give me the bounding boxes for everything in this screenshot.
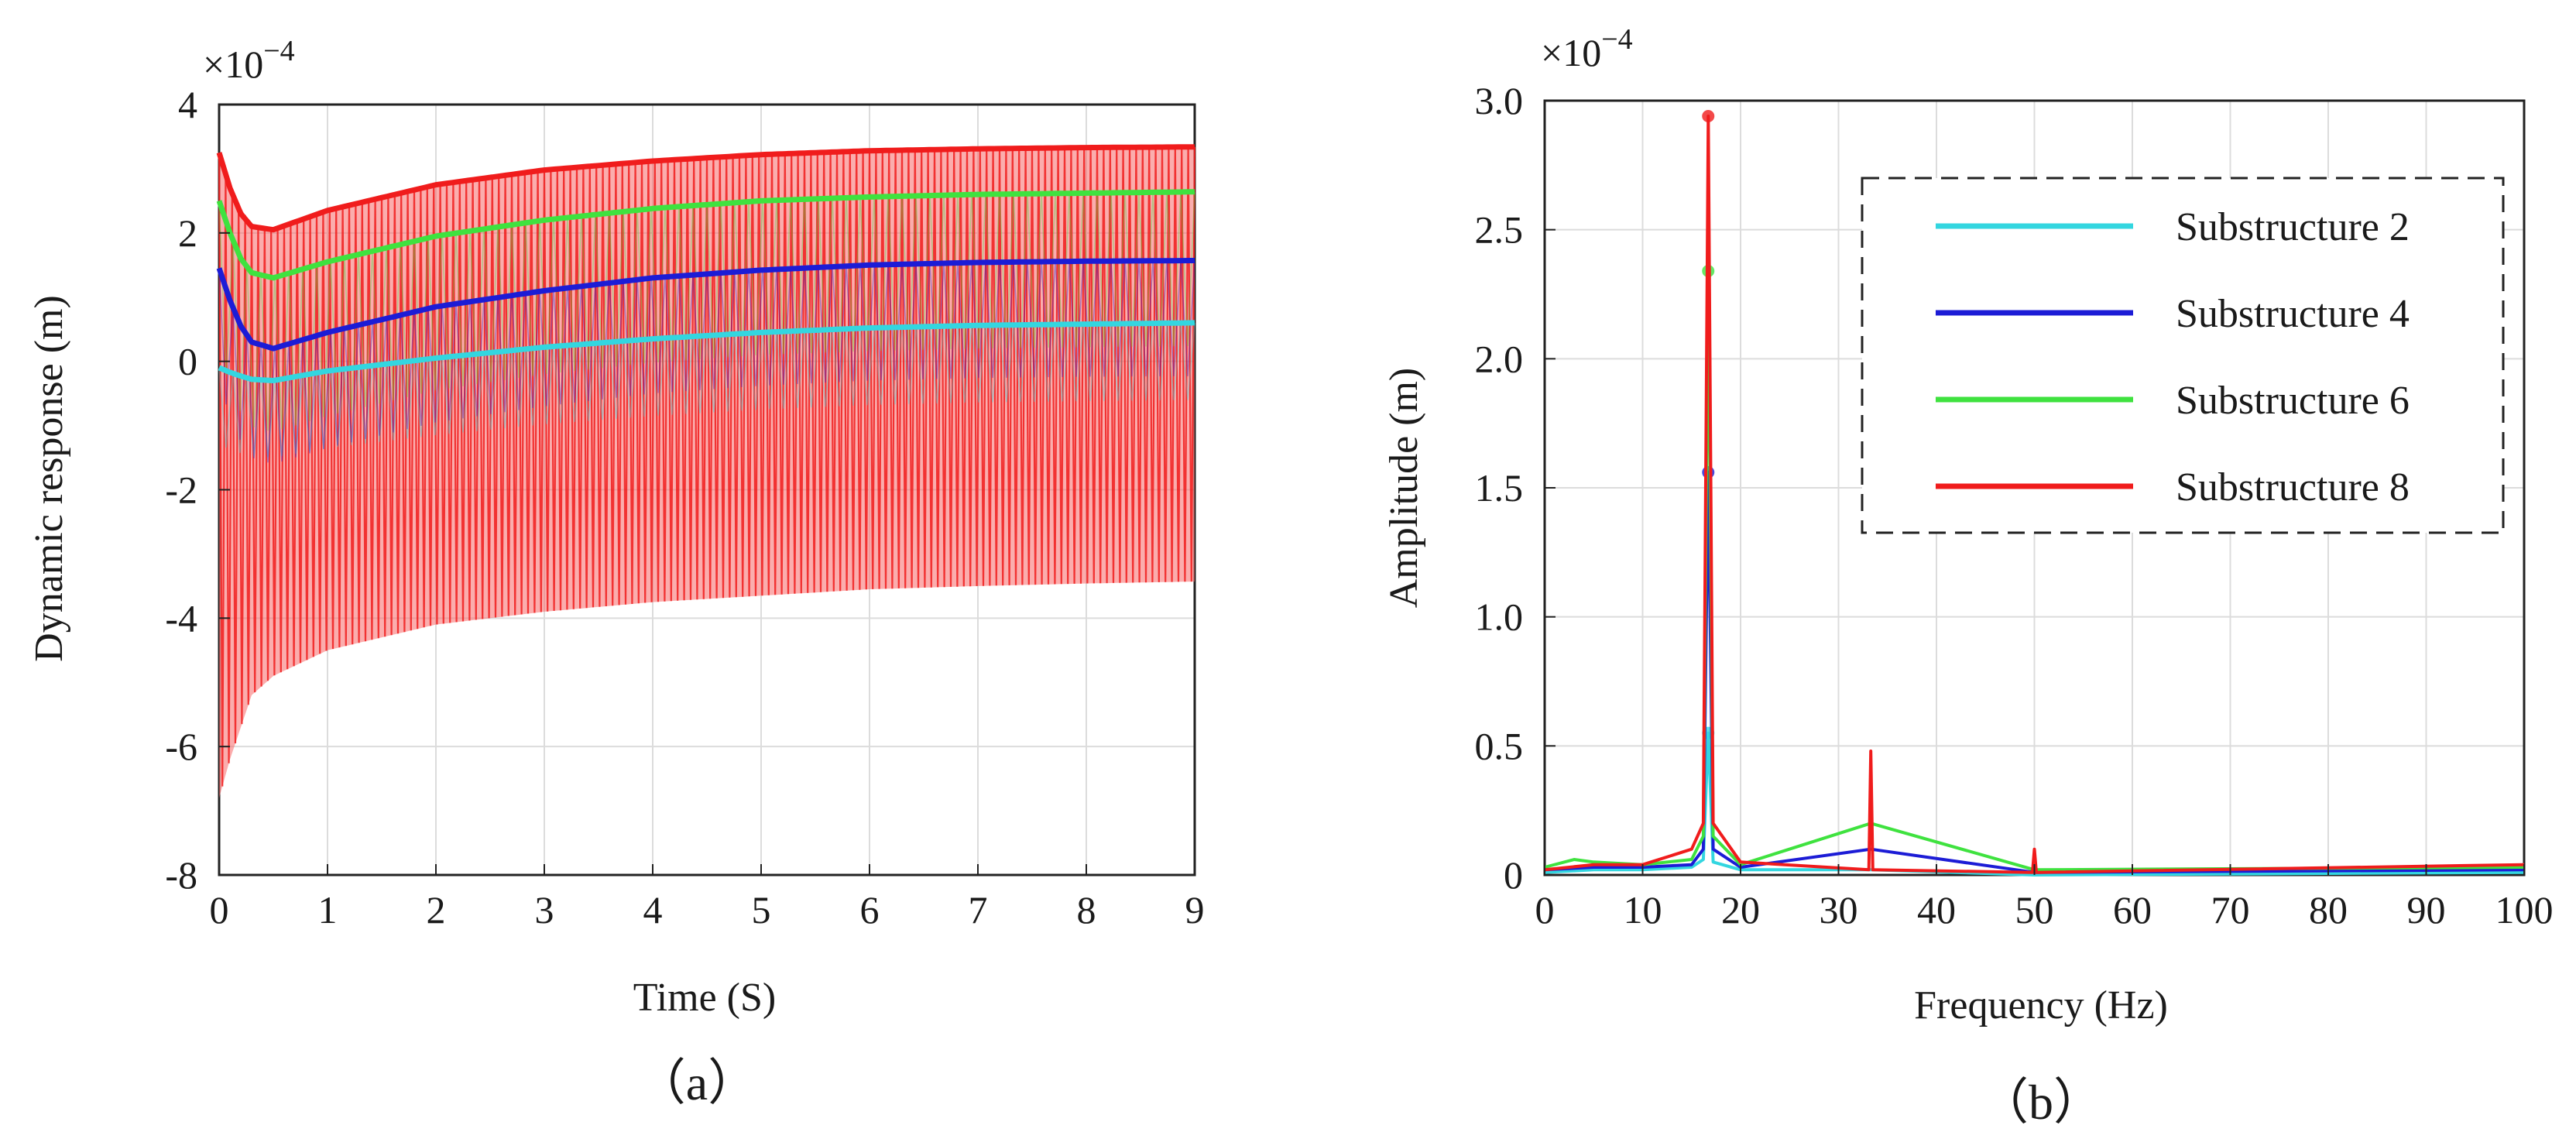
y-tick-label: 0 — [1504, 853, 1523, 897]
legend-label: Substructure 2 — [2176, 205, 2410, 249]
y-tick-label: 2.0 — [1475, 337, 1524, 380]
x-tick-label: 9 — [1185, 888, 1205, 931]
y-tick-label: 1.5 — [1475, 466, 1524, 509]
panel-b-caption: （b） — [1979, 1075, 2103, 1130]
y-tick-label: -8 — [165, 853, 197, 897]
panel-a-y-label: Dynamic response (m) — [27, 295, 71, 662]
x-tick-label: 100 — [2495, 888, 2554, 931]
peak-marker — [1702, 110, 1715, 122]
x-tick-label: 7 — [969, 888, 988, 931]
y-tick-label: 0 — [178, 340, 197, 383]
series-line-substructure-8 — [216, 144, 1195, 233]
y-tick-label: 3.0 — [1475, 79, 1524, 122]
x-tick-label: 40 — [1917, 888, 1956, 931]
y-tick-label: 4 — [178, 83, 197, 126]
x-tick-label: 3 — [535, 888, 554, 931]
x-tick-label: 0 — [210, 888, 229, 931]
x-tick-label: 80 — [2309, 888, 2348, 931]
panel-b-y-label: Amplitude (m) — [1382, 368, 1426, 609]
peak-marker — [1702, 466, 1715, 479]
legend-label: Substructure 8 — [2176, 465, 2410, 509]
panel-a-x-label: Time (S) — [633, 976, 776, 1020]
panel-a-ticks: 0 1 2 3 4 5 6 7 8 9 -8 -6 -4 -2 0 2 4 — [165, 83, 1204, 931]
series-line-substructure-2 — [218, 320, 1195, 383]
legend-label: Substructure 6 — [2176, 379, 2410, 423]
panel-a-series-lines — [216, 144, 1195, 383]
series-line-substructure-6 — [216, 189, 1195, 281]
panel-a-y-multiplier: ×10−4 — [203, 35, 295, 86]
x-tick-label: 50 — [2015, 888, 2054, 931]
panel-a-time-response-chart: 0 1 2 3 4 5 6 7 8 9 -8 -6 -4 -2 0 2 4 ×10−4 Time (S) Dyn… — [27, 35, 1205, 1110]
y-tick-label: -2 — [165, 468, 197, 512]
panel-b-ticks: 0 10 20 30 40 50 60 70 80 90 100 0 0.5 1.0 1.5 2.0 2.5 3.… — [1475, 79, 2554, 931]
x-tick-label: 10 — [1624, 888, 1662, 931]
series-line-substructure-4 — [216, 258, 1195, 352]
legend-items: Substructure 2 Substructure 4 Substructure… — [1936, 205, 2410, 509]
x-tick-label: 30 — [1820, 888, 1858, 931]
series-line-substructure-8 — [1544, 115, 2525, 874]
panel-b-x-label: Frequency (Hz) — [1914, 983, 2168, 1028]
x-tick-label: 90 — [2407, 888, 2446, 931]
x-tick-label: 1 — [318, 888, 338, 931]
panel-b-y-multiplier: ×10−4 — [1541, 23, 1633, 74]
panel-b-series-lines — [1544, 110, 2525, 877]
panel-a-oscillation-band — [218, 146, 1196, 798]
x-tick-label: 70 — [2211, 888, 2250, 931]
x-tick-label: 5 — [752, 888, 771, 931]
x-tick-label: 8 — [1077, 888, 1096, 931]
y-tick-label: 0.5 — [1475, 724, 1524, 767]
y-tick-label: -4 — [165, 596, 197, 640]
legend-label: Substructure 4 — [2176, 292, 2410, 336]
x-tick-label: 0 — [1535, 888, 1555, 931]
panel-a-caption: （a） — [636, 1055, 757, 1110]
legend-box — [1861, 177, 2505, 534]
x-tick-label: 60 — [2113, 888, 2152, 931]
y-tick-label: -6 — [165, 725, 197, 768]
x-tick-label: 20 — [1721, 888, 1760, 931]
oscillation-band-fill — [219, 146, 1195, 798]
y-tick-label: 2.5 — [1475, 208, 1524, 252]
y-tick-label: 1.0 — [1475, 595, 1524, 639]
x-tick-label: 4 — [643, 888, 663, 931]
panel-b-frequency-spectrum-chart: 0 10 20 30 40 50 60 70 80 90 100 0 0.5 1.0 1.5 2.0 2.5 3.… — [1382, 23, 2554, 1130]
y-tick-label: 2 — [178, 211, 197, 255]
x-tick-label: 2 — [427, 888, 446, 931]
x-tick-label: 6 — [860, 888, 880, 931]
panel-b-legend: Substructure 2 Substructure 4 Substructure… — [1861, 177, 2505, 534]
